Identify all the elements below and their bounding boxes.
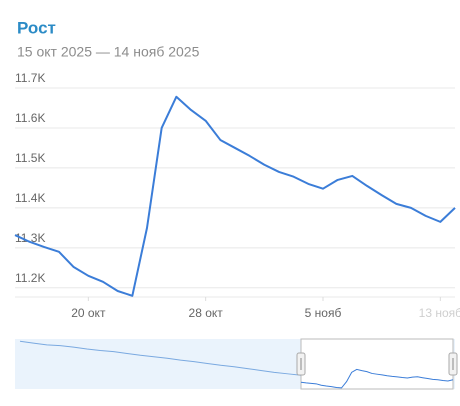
x-tick-label: 5 нояб xyxy=(305,306,342,320)
y-tick-label: 11.7K xyxy=(15,71,45,85)
x-tick-label: 20 окт xyxy=(71,306,106,320)
x-tick-label: 28 окт xyxy=(189,306,224,320)
navigator-window-line xyxy=(300,368,454,389)
y-tick-label: 11.5K xyxy=(15,151,45,165)
chart-subtitle: 15 окт 2025 — 14 нояб 2025 xyxy=(17,44,200,60)
y-tick-label: 11.2K xyxy=(15,271,45,285)
y-tick-label: 11.4K xyxy=(15,191,45,205)
y-tick-label: 11.6K xyxy=(15,111,45,125)
chart-title: Рост xyxy=(17,18,56,37)
y-tick-label: 11.3K xyxy=(15,231,45,245)
navigator-window[interactable] xyxy=(300,338,454,390)
navigator-line xyxy=(19,340,302,376)
x-tick-label: 13 нояб xyxy=(419,306,460,320)
line-series xyxy=(14,95,456,297)
